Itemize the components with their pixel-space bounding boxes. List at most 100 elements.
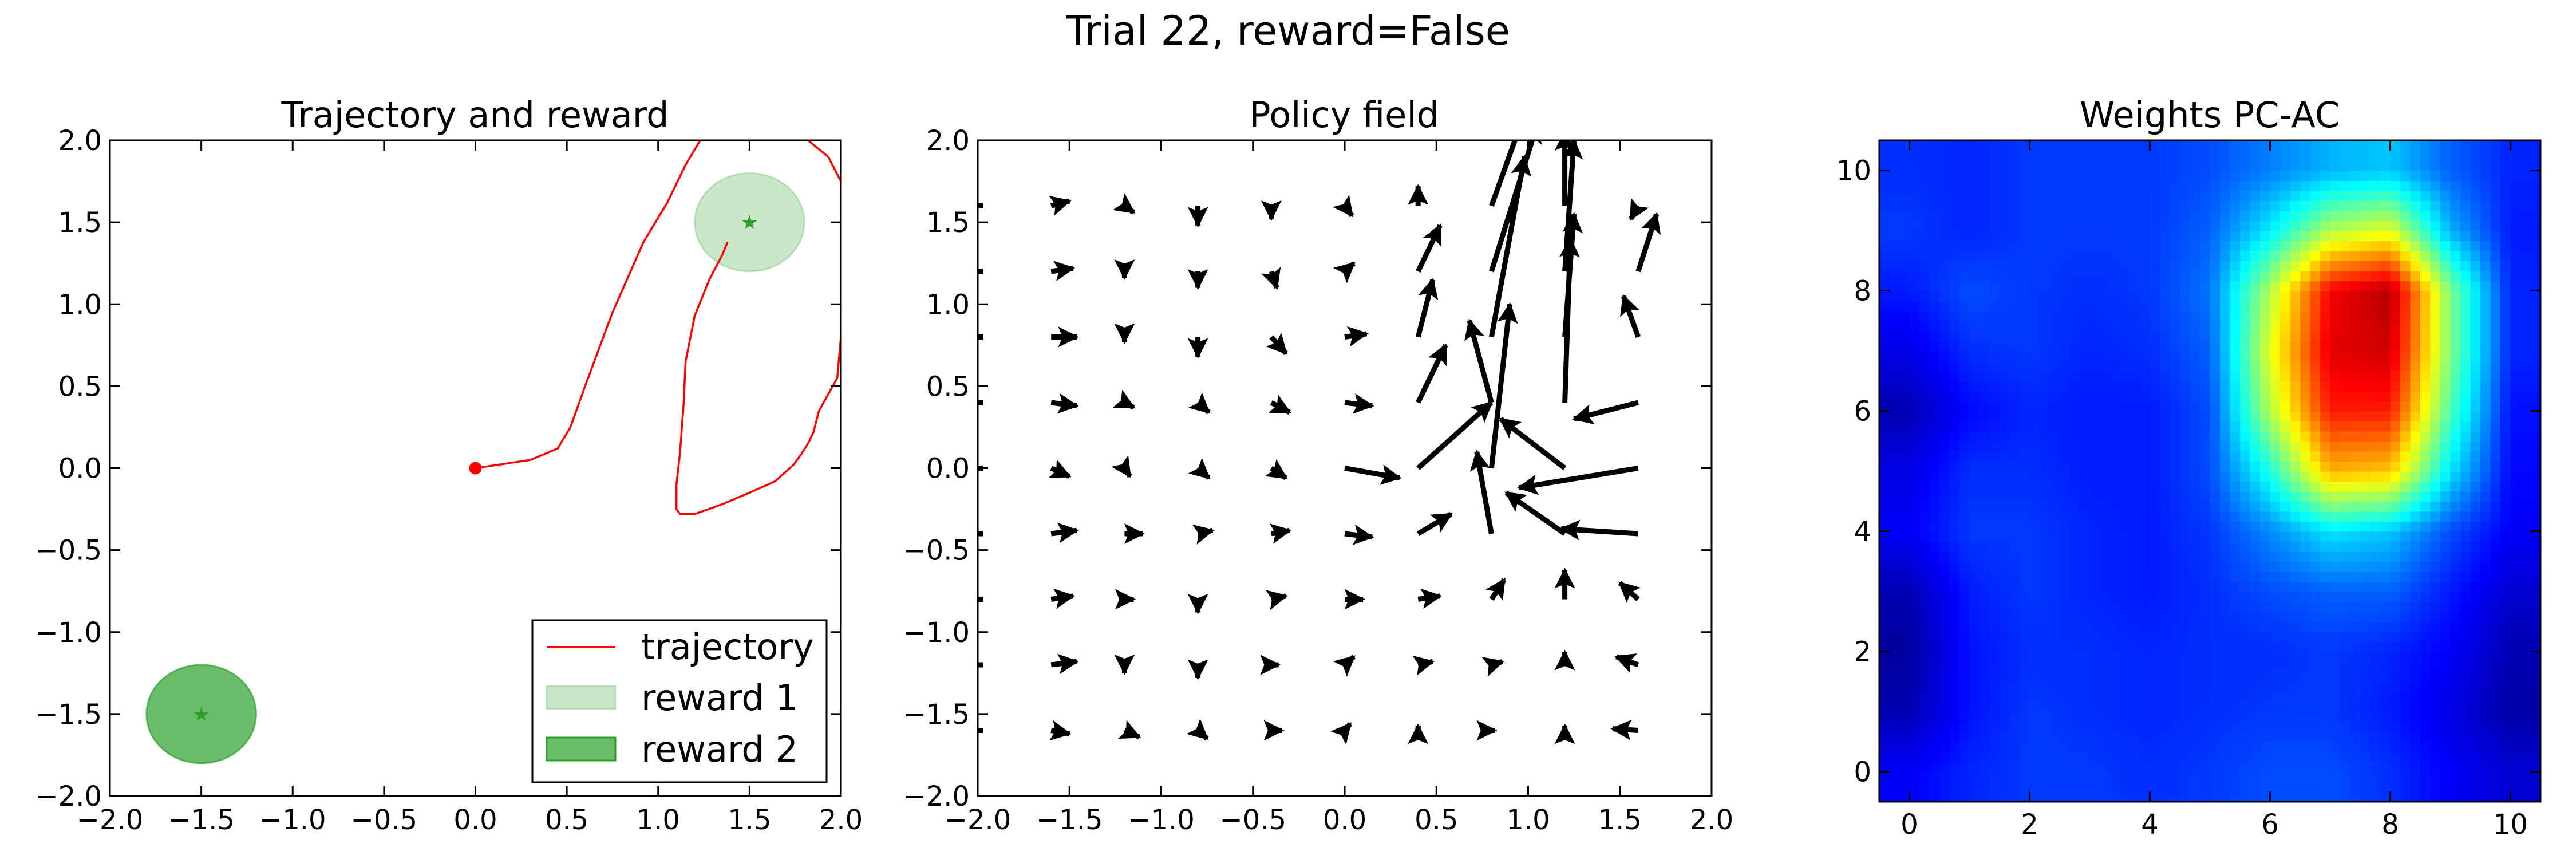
- heatmap-cell: [2480, 321, 2491, 332]
- heatmap-cell: [2080, 441, 2091, 452]
- heatmap-cell: [2240, 241, 2251, 251]
- heatmap-cell: [2240, 641, 2251, 652]
- heatmap-cell: [2060, 200, 2071, 211]
- heatmap-cell: [2500, 661, 2511, 672]
- heatmap-cell: [1929, 762, 1940, 773]
- heatmap-cell: [2230, 491, 2241, 502]
- heatmap-cell: [2260, 290, 2271, 301]
- heatmap-cell: [2460, 371, 2471, 381]
- heatmap-cell: [2330, 441, 2341, 452]
- heatmap-cell: [2480, 210, 2491, 221]
- heatmap-cell: [1939, 531, 1950, 542]
- heatmap-cell: [2470, 531, 2481, 542]
- heatmap-cell: [2480, 371, 2491, 381]
- heatmap-cell: [2340, 190, 2351, 201]
- heatmap-cell: [1909, 180, 1920, 191]
- heatmap-cell: [2350, 250, 2361, 261]
- heatmap-cell: [2109, 651, 2120, 662]
- heatmap-cell: [2240, 571, 2251, 582]
- heatmap-cell: [2380, 631, 2391, 642]
- heatmap-cell: [2530, 481, 2541, 492]
- heatmap-cell: [2200, 310, 2211, 321]
- heatmap-cell: [2069, 722, 2080, 732]
- heatmap-cell: [2450, 702, 2461, 712]
- heatmap-cell: [2200, 581, 2211, 592]
- heatmap-cell: [2210, 461, 2221, 472]
- heatmap-cell: [2520, 611, 2531, 622]
- heatmap-cell: [2120, 661, 2131, 672]
- heatmap-cell: [2530, 220, 2541, 231]
- heatmap-cell: [2029, 441, 2040, 452]
- heatmap-cell: [2140, 421, 2151, 432]
- heatmap-cell: [2470, 411, 2481, 421]
- heatmap-cell: [2210, 681, 2221, 692]
- heatmap-cell: [2020, 681, 2030, 692]
- heatmap-cell: [2310, 782, 2321, 793]
- heatmap-cell: [1919, 431, 1930, 442]
- heatmap-cell: [2129, 731, 2140, 742]
- heatmap-cell: [2100, 771, 2111, 782]
- policy-arrow: [1261, 267, 1281, 290]
- heatmap-cell: [2450, 661, 2461, 672]
- heatmap-cell: [2440, 241, 2451, 251]
- heatmap-cell: [2470, 371, 2481, 381]
- heatmap-cell: [2420, 702, 2431, 712]
- heatmap-cell: [2410, 702, 2421, 712]
- heatmap-cell: [2190, 310, 2200, 321]
- heatmap-cell: [2340, 391, 2351, 401]
- heatmap-cell: [1949, 601, 1960, 612]
- heatmap-cell: [2129, 421, 2140, 432]
- heatmap-cell: [2320, 571, 2331, 582]
- heatmap-cell: [2320, 250, 2331, 261]
- heatmap-cell: [2160, 301, 2171, 312]
- heatmap-cell: [2000, 762, 2010, 773]
- heatmap-cell: [2150, 391, 2160, 401]
- heatmap-cell: [2029, 150, 2040, 161]
- heatmap-cell: [2270, 461, 2281, 472]
- heatmap-cell: [1889, 391, 1900, 401]
- heatmap-cell: [2500, 631, 2511, 642]
- heatmap-cell: [2060, 310, 2071, 321]
- heatmap-cell: [2120, 411, 2131, 421]
- panel-policy-title: Policy field: [1249, 94, 1439, 136]
- heatmap-cell: [2069, 681, 2080, 692]
- heatmap-cell: [2380, 681, 2391, 692]
- heatmap-cell: [2470, 350, 2481, 361]
- heatmap-cell: [2260, 381, 2271, 392]
- heatmap-cell: [1879, 451, 1890, 462]
- heatmap-cell: [2240, 371, 2251, 381]
- heatmap-cell: [1929, 521, 1940, 532]
- heatmap-cell: [2060, 591, 2071, 602]
- heatmap-cell: [2350, 751, 2361, 762]
- heatmap-cell: [2069, 140, 2080, 151]
- heatmap-cell: [2200, 140, 2211, 151]
- heatmap-cell: [1949, 361, 1960, 372]
- heatmap-cell: [1969, 461, 1980, 472]
- heatmap-cell: [2150, 571, 2160, 582]
- heatmap-cell: [2460, 230, 2471, 241]
- heatmap-cell: [2330, 601, 2341, 612]
- heatmap-cell: [1929, 270, 1940, 281]
- policy-arrow: [1333, 655, 1356, 677]
- heatmap-cell: [2450, 391, 2461, 401]
- heatmap-cell: [2120, 742, 2131, 752]
- heatmap-cell: [2440, 651, 2451, 662]
- heatmap-cell: [2280, 270, 2291, 281]
- heatmap-cell: [2420, 631, 2431, 642]
- heatmap-cell: [2360, 241, 2371, 251]
- heatmap-cell: [2370, 250, 2381, 261]
- heatmap-cell: [2510, 431, 2521, 442]
- heatmap-cell: [1899, 722, 1910, 732]
- heatmap-cell: [2069, 791, 2080, 802]
- heatmap-cell: [2530, 661, 2541, 672]
- heatmap-cell: [2410, 150, 2421, 161]
- heatmap-cell: [2250, 481, 2261, 492]
- heatmap-cell: [2210, 762, 2221, 773]
- heatmap-cell: [2220, 441, 2231, 452]
- heatmap-cell: [2020, 531, 2030, 542]
- heatmap-cell: [1889, 321, 1900, 332]
- heatmap-cell: [1949, 301, 1960, 312]
- heatmap-cell: [2270, 210, 2281, 221]
- heatmap-cell: [1939, 581, 1950, 592]
- heatmap-cell: [2049, 250, 2060, 261]
